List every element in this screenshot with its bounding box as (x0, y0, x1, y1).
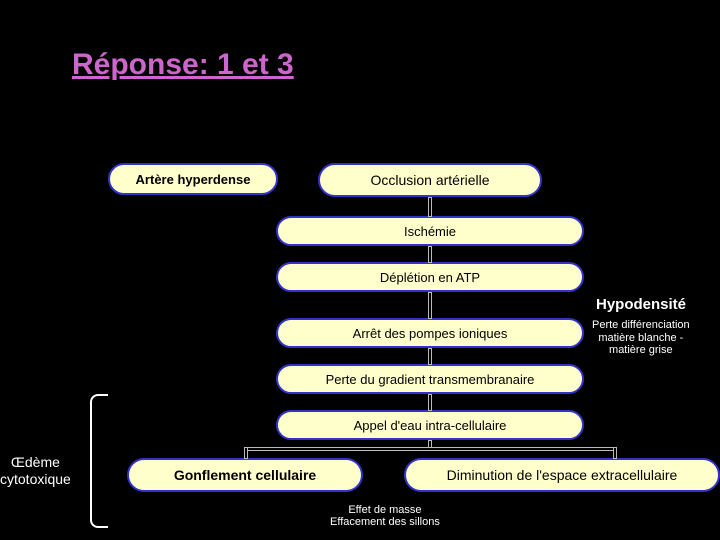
node-occlusion: Occlusion artérielle (318, 163, 542, 197)
label-hypodensite: Hypodensité (596, 296, 686, 314)
connector-6 (244, 447, 616, 451)
label-hypodensite-sub: Perte différenciationmatière blanche -ma… (592, 319, 690, 357)
connector-0 (428, 197, 432, 217)
node-perte: Perte du gradient transmembranaire (276, 364, 584, 394)
node-depletion: Déplétion en ATP (276, 262, 584, 292)
node-ischemie: Ischémie (276, 216, 584, 246)
node-gonflement: Gonflement cellulaire (127, 458, 363, 492)
connector-2 (428, 292, 432, 319)
node-diminution: Diminution de l'espace extracellulaire (404, 458, 720, 492)
node-appel: Appel d'eau intra-cellulaire (276, 410, 584, 440)
connector-7 (244, 447, 248, 459)
label-effet-masse: Effet de masseEffacement des sillons (330, 504, 440, 528)
slide-title: Réponse: 1 et 3 (72, 48, 294, 82)
connector-8 (613, 447, 617, 459)
connector-4 (428, 394, 432, 411)
node-arret: Arrêt des pompes ioniques (276, 318, 584, 348)
label-oedeme: Œdèmecytotoxique (0, 454, 71, 488)
connector-1 (428, 246, 432, 263)
brace-oedeme (90, 394, 108, 528)
node-artere: Artère hyperdense (108, 163, 278, 195)
connector-3 (428, 348, 432, 365)
